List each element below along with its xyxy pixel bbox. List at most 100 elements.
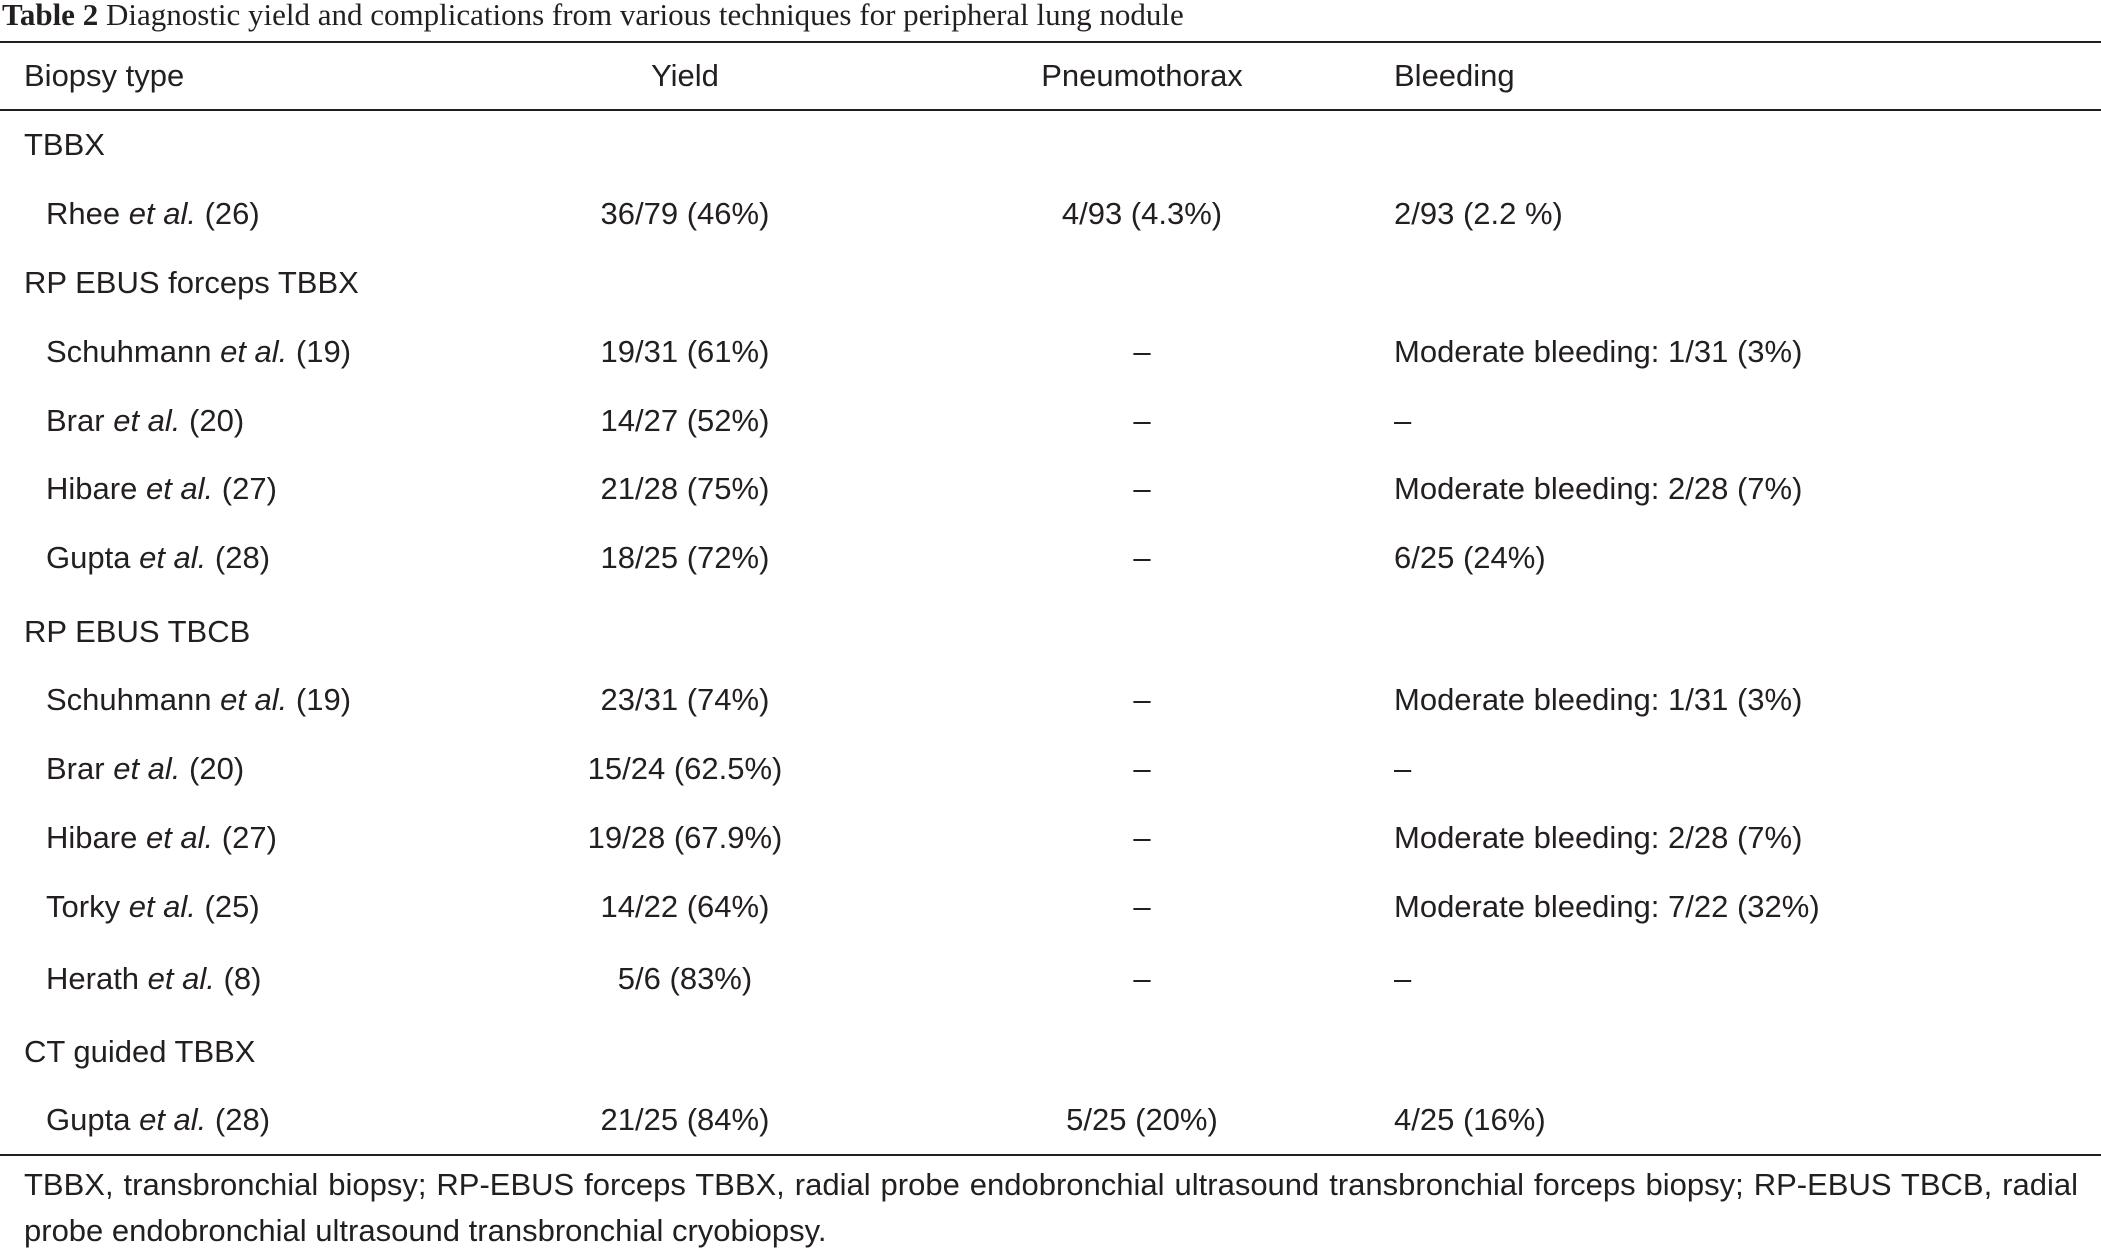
bleeding-cell: 4/25 (16%) (1394, 1102, 1546, 1137)
yield-cell: 21/25 (84%) (600, 1102, 770, 1137)
yield-cell: 14/22 (64%) (600, 889, 770, 924)
bottom-rule (0, 1154, 2101, 1156)
reference: (27) (221, 820, 277, 855)
bleeding-cell: 2/93 (2.2 %) (1394, 196, 1563, 231)
group-label: RP EBUS forceps TBBX (24, 265, 359, 300)
pneumothorax-cell: 4/93 (4.3%) (1061, 196, 1223, 231)
study-cell: Brar et al. (20) (46, 749, 244, 789)
et-al: et al. (128, 889, 196, 924)
yield-cell: 23/31 (74%) (600, 682, 770, 717)
header-rule (0, 109, 2101, 111)
table-row: Hibare et al. (27) 19/28 (67.9%) – Moder… (0, 818, 2101, 858)
table-row: Brar et al. (20) 14/27 (52%) – – (0, 401, 2101, 441)
group-label: RP EBUS TBCB (24, 614, 251, 649)
bleeding-cell: Moderate bleeding: 2/28 (7%) (1394, 820, 1803, 855)
et-al: et al. (220, 682, 288, 717)
reference: (26) (204, 196, 260, 231)
study-cell: Schuhmann et al. (19) (46, 680, 351, 720)
author: Torky (46, 889, 121, 924)
header-pneumothorax: Pneumothorax (1041, 58, 1243, 93)
group-row: RP EBUS TBCB (0, 612, 2101, 652)
et-al: et al. (113, 751, 181, 786)
bleeding-cell: – (1394, 403, 1412, 438)
table-row: Gupta et al. (28) 21/25 (84%) 5/25 (20%)… (0, 1100, 2101, 1140)
header-bleeding: Bleeding (1394, 58, 1515, 93)
table-title: Diagnostic yield and complications from … (105, 0, 1184, 32)
pneumothorax-cell: – (1133, 540, 1151, 575)
pneumothorax-cell: – (1133, 961, 1151, 996)
bleeding-cell: 6/25 (24%) (1394, 540, 1546, 575)
table-row: Rhee et al. (26) 36/79 (46%) 4/93 (4.3%)… (0, 194, 2101, 234)
et-al: et al. (128, 196, 196, 231)
reference: (19) (295, 334, 352, 369)
bleeding-cell: – (1394, 961, 1412, 996)
table-row: Gupta et al. (28) 18/25 (72%) – 6/25 (24… (0, 538, 2101, 578)
table-label: Table 2 (2, 0, 99, 32)
yield-cell: 15/24 (62.5%) (587, 751, 783, 786)
pneumothorax-cell: – (1133, 334, 1151, 369)
study-cell: Schuhmann et al. (19) (46, 332, 351, 372)
header-biopsy-type: Biopsy type (24, 58, 185, 93)
reference: (20) (189, 403, 245, 438)
bleeding-cell: Moderate bleeding: 1/31 (3%) (1394, 334, 1803, 369)
bleeding-cell: Moderate bleeding: 7/22 (32%) (1394, 889, 1820, 924)
et-al: et al. (139, 540, 207, 575)
pneumothorax-cell: 5/25 (20%) (1066, 1102, 1218, 1137)
yield-cell: 5/6 (83%) (617, 961, 753, 996)
yield-cell: 21/28 (75%) (600, 471, 770, 506)
bleeding-cell: – (1394, 751, 1412, 786)
table-row: Schuhmann et al. (19) 19/31 (61%) – Mode… (0, 332, 2101, 372)
group-label: CT guided TBBX (24, 1034, 256, 1069)
yield-cell: 19/31 (61%) (600, 334, 770, 369)
author: Schuhmann (46, 682, 212, 717)
table-row: Hibare et al. (27) 21/28 (75%) – Moderat… (0, 469, 2101, 509)
author: Gupta (46, 540, 131, 575)
table-header-row: Biopsy type Yield Pneumothorax Bleeding (0, 56, 2101, 96)
table-row: Brar et al. (20) 15/24 (62.5%) – – (0, 749, 2101, 789)
study-cell: Hibare et al. (27) (46, 469, 277, 509)
author: Brar (46, 751, 105, 786)
et-al: et al. (220, 334, 288, 369)
table-footnote: TBBX, transbronchial biopsy; RP-EBUS for… (24, 1167, 2078, 1248)
et-al: et al. (139, 1102, 207, 1137)
yield-cell: 36/79 (46%) (600, 196, 770, 231)
author: Brar (46, 403, 105, 438)
study-cell: Hibare et al. (27) (46, 818, 277, 858)
yield-cell: 18/25 (72%) (600, 540, 770, 575)
author: Gupta (46, 1102, 131, 1137)
reference: (27) (221, 471, 277, 506)
study-cell: Gupta et al. (28) (46, 1100, 270, 1140)
top-rule (0, 41, 2101, 43)
table-row: Torky et al. (25) 14/22 (64%) – Moderate… (0, 887, 2101, 927)
bleeding-cell: Moderate bleeding: 1/31 (3%) (1394, 682, 1803, 717)
pneumothorax-cell: – (1133, 403, 1151, 438)
reference: (20) (189, 751, 245, 786)
header-yield: Yield (651, 58, 719, 93)
pneumothorax-cell: – (1133, 820, 1151, 855)
group-row: RP EBUS forceps TBBX (0, 263, 2101, 303)
reference: (25) (204, 889, 260, 924)
study-cell: Rhee et al. (26) (46, 194, 260, 234)
author: Schuhmann (46, 334, 212, 369)
et-al: et al. (113, 403, 181, 438)
reference: (28) (214, 540, 271, 575)
et-al: et al. (147, 961, 215, 996)
study-cell: Gupta et al. (28) (46, 538, 270, 578)
bleeding-cell: Moderate bleeding: 2/28 (7%) (1394, 471, 1803, 506)
group-row: TBBX (0, 125, 2101, 165)
pneumothorax-cell: – (1133, 471, 1151, 506)
pneumothorax-cell: – (1133, 751, 1151, 786)
group-row: CT guided TBBX (0, 1032, 2101, 1072)
table-row: Herath et al. (8) 5/6 (83%) – – (0, 959, 2101, 999)
yield-cell: 14/27 (52%) (600, 403, 770, 438)
study-cell: Torky et al. (25) (46, 887, 260, 927)
study-cell: Herath et al. (8) (46, 959, 261, 999)
author: Hibare (46, 471, 138, 506)
table-caption: Table 2 Diagnostic yield and complicatio… (2, 0, 1184, 32)
table-row: Schuhmann et al. (19) 23/31 (74%) – Mode… (0, 680, 2101, 720)
et-al: et al. (145, 820, 214, 855)
author: Herath (46, 961, 140, 996)
reference: (8) (223, 961, 262, 996)
study-cell: Brar et al. (20) (46, 401, 244, 441)
pneumothorax-cell: – (1133, 682, 1151, 717)
